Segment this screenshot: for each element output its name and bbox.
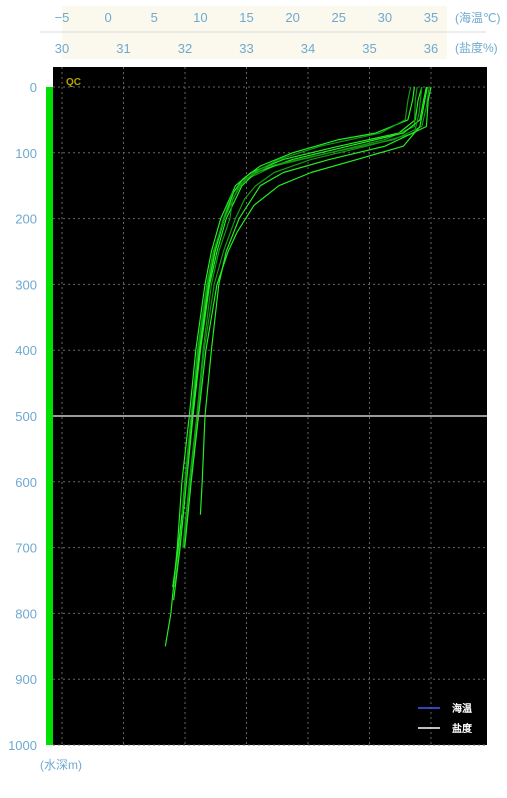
temperature-tick-label: 15 [239,10,253,25]
depth-tick-labels: 0 100 200 300 400 500 600 700 800 900 1000 [8,80,37,753]
depth-progress-bar [46,87,53,745]
depth-tick-label: 500 [15,409,37,424]
depth-unit-label: (水深m) [40,758,82,772]
salinity-tick-label: 32 [178,41,192,56]
qc-label: QC [66,77,81,88]
temperature-tick-label: 0 [105,10,112,25]
salinity-tick-label: 36 [424,41,438,56]
salinity-unit-label: (盐度%) [455,40,498,55]
profile-series-line [184,86,428,548]
salinity-tick-label: 33 [239,41,253,56]
depth-tick-label: 600 [15,475,37,490]
temperature-tick-label: 25 [332,10,346,25]
legend-label-salinity: 盐度 [452,722,473,735]
salinity-tick-label: 34 [301,41,315,56]
temperature-tick-label: −5 [55,10,70,25]
depth-tick-label: 200 [15,212,37,227]
profile-series-line [199,86,432,515]
salinity-tick-label: 31 [116,41,130,56]
depth-tick-label: 900 [15,672,37,687]
depth-tick-label: 700 [15,541,37,556]
salinity-tick-labels: 30 31 32 33 34 35 36 [55,41,438,56]
temperature-unit-label: (海温℃) [455,10,500,25]
depth-tick-label: 300 [15,277,37,292]
salinity-tick-label: 30 [55,41,69,56]
temperature-tick-label: 30 [378,10,392,25]
temperature-tick-labels: −5 0 5 10 15 20 25 30 35 [55,10,439,25]
profile-series-line [173,86,427,601]
temperature-tick-label: 10 [193,10,207,25]
depth-tick-label: 400 [15,343,37,358]
profile-series-line [164,86,423,647]
temperature-tick-label: 35 [424,10,438,25]
depth-tick-label: 100 [15,146,37,161]
profile-series-line [183,86,423,548]
temperature-tick-label: 5 [151,10,158,25]
depth-tick-label: 800 [15,606,37,621]
salinity-tick-label: 35 [362,41,376,56]
grid-lines [53,67,487,746]
plot-background [53,67,487,745]
legend-label-temperature: 海温 [452,702,472,715]
depth-tick-label: 1000 [8,738,37,753]
temperature-tick-label: 20 [285,10,299,25]
profile-series-line [181,86,412,515]
profile-series [164,86,432,647]
depth-tick-label: 0 [30,80,37,95]
legend: 海温 盐度 [418,702,473,735]
